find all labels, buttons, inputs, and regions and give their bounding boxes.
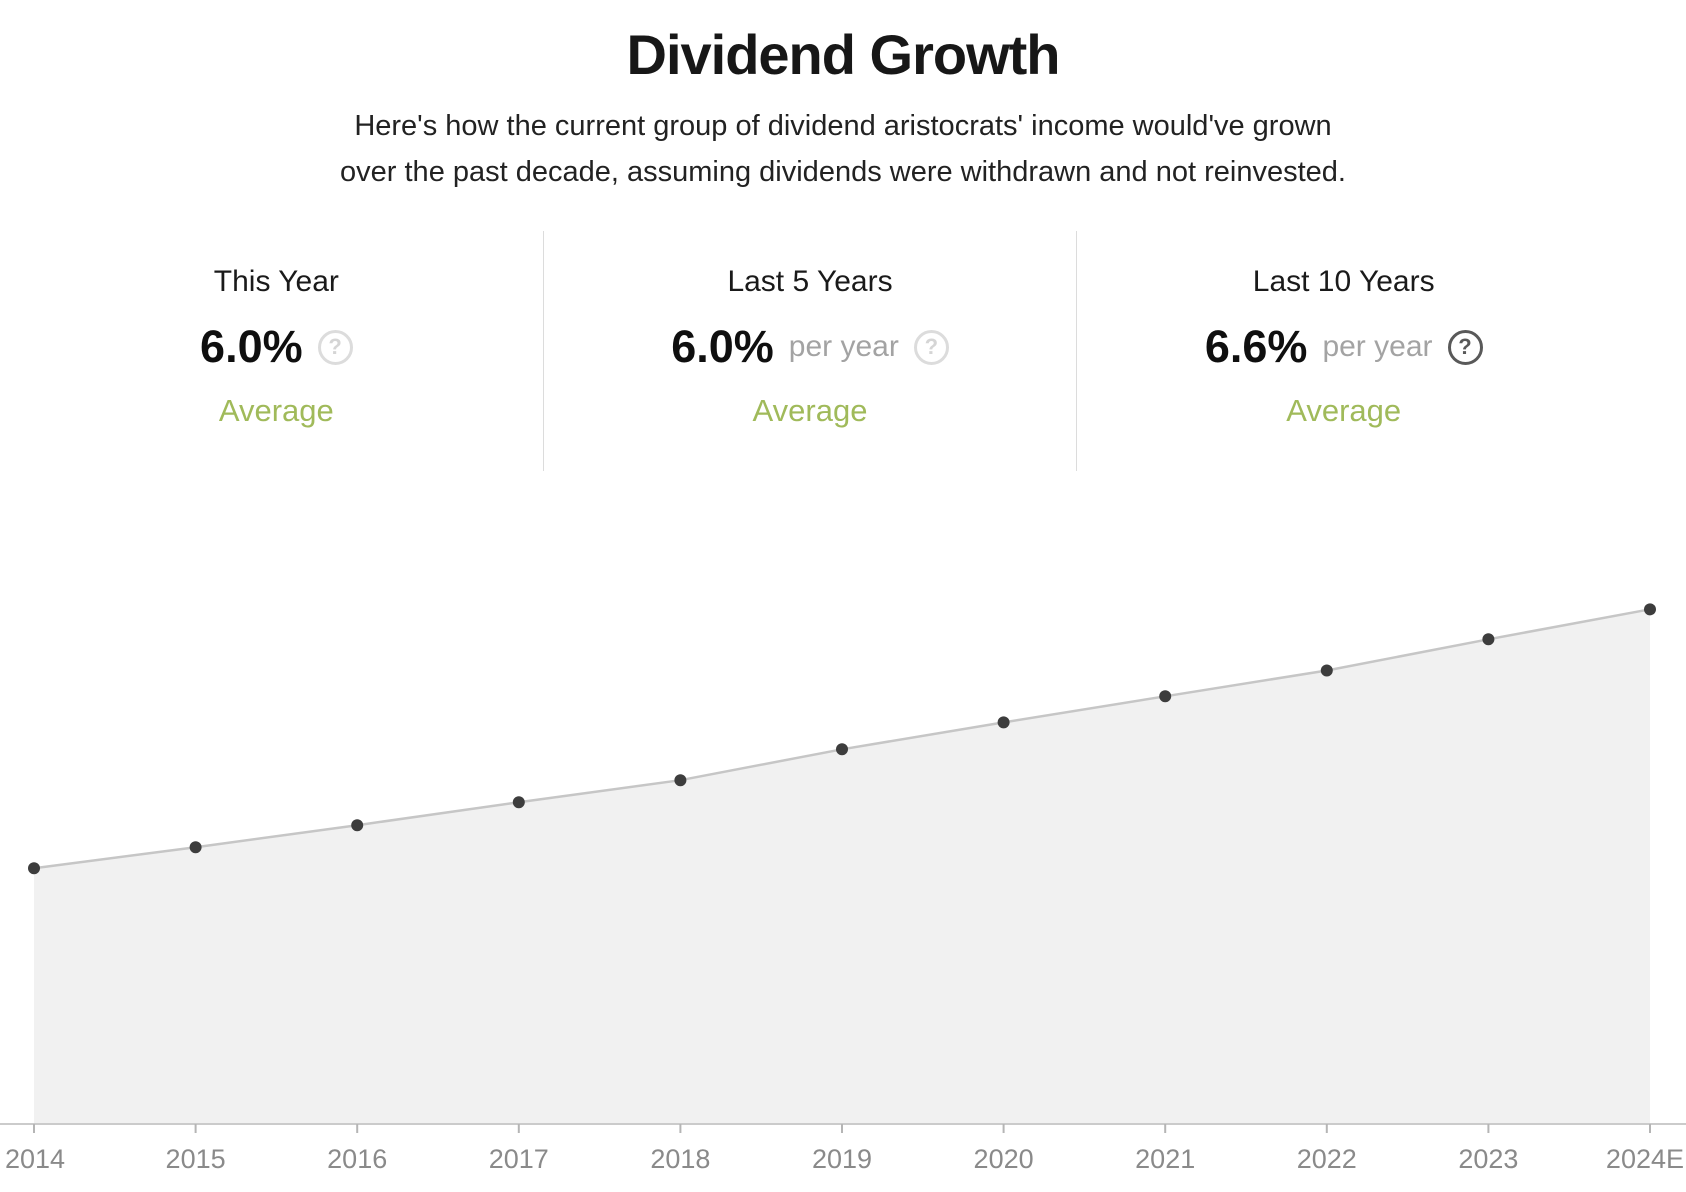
stat-label: Last 5 Years — [727, 265, 893, 298]
x-axis-label: 2014 — [5, 1144, 65, 1174]
data-point-2023[interactable] — [1482, 633, 1495, 646]
question-mark-icon[interactable]: ? — [913, 329, 949, 365]
x-axis-label: 2019 — [812, 1144, 872, 1174]
stat-value-row: 6.0% ? — [10, 321, 543, 373]
question-mark-icon[interactable]: ? — [317, 329, 353, 365]
data-point-2017[interactable] — [512, 796, 525, 809]
page-subtitle: Here's how the current group of dividend… — [0, 103, 1686, 195]
stat-label: Last 10 Years — [1252, 265, 1435, 298]
x-axis-label: 2020 — [974, 1144, 1034, 1174]
x-axis-label: 2021 — [1135, 1144, 1195, 1174]
x-axis-label: 2016 — [327, 1144, 387, 1174]
data-point-2018[interactable] — [674, 774, 687, 787]
stat-last-10-years: Last 10 Years 6.6% per year ? Average — [1076, 231, 1610, 471]
dividend-growth-chart: 2014 2015 2016 2017 2018 2019 2020 2021 2022 2023… — [0, 490, 1686, 1192]
stat-suffix: per year — [788, 330, 899, 363]
data-point-2020[interactable] — [997, 716, 1010, 729]
x-axis-label: 2023 — [1458, 1144, 1518, 1174]
question-mark-icon[interactable]: ? — [1447, 329, 1483, 365]
area-fill — [34, 609, 1650, 1124]
x-axis-label: 2018 — [650, 1144, 710, 1174]
stat-label: This Year — [213, 265, 339, 298]
stat-note: Average — [1286, 393, 1402, 428]
page-title: Dividend Growth — [626, 23, 1061, 86]
stat-this-year: This Year 6.0% ? Average — [10, 231, 543, 471]
stat-value: 6.6% — [1204, 321, 1308, 372]
data-point-2014[interactable] — [28, 862, 40, 875]
data-point-2024E[interactable] — [1644, 603, 1656, 616]
data-point-2019[interactable] — [836, 743, 848, 756]
x-axis-label: 2024E — [1606, 1144, 1684, 1174]
x-axis-label: 2017 — [489, 1144, 549, 1174]
subtitle-line-2: over the past decade, assuming dividends… — [340, 156, 1346, 188]
stats-row: This Year 6.0% ? Average Last 5 Years 6.… — [10, 231, 1610, 471]
x-axis-label: 2022 — [1297, 1144, 1357, 1174]
data-point-2015[interactable] — [189, 841, 202, 854]
stat-suffix: per year — [1322, 330, 1433, 363]
stat-value: 6.0% — [200, 321, 303, 372]
stat-last-5-years: Last 5 Years 6.0% per year ? Average — [542, 231, 1077, 471]
stat-note: Average — [752, 393, 868, 428]
stat-value: 6.0% — [671, 321, 774, 372]
stat-value-row: 6.6% per year ? — [1077, 321, 1610, 373]
subtitle-line-1: Here's how the current group of dividend… — [354, 110, 1332, 142]
stat-note: Average — [218, 393, 334, 428]
x-axis-label: 2015 — [166, 1144, 226, 1174]
data-point-2021[interactable] — [1159, 690, 1172, 703]
data-point-2022[interactable] — [1320, 664, 1333, 677]
stat-value-row: 6.0% per year ? — [544, 321, 1077, 373]
area-chart-svg: 2014 2015 2016 2017 2018 2019 2020 2021 2022 2023… — [0, 603, 1686, 1174]
data-point-2016[interactable] — [351, 819, 364, 832]
